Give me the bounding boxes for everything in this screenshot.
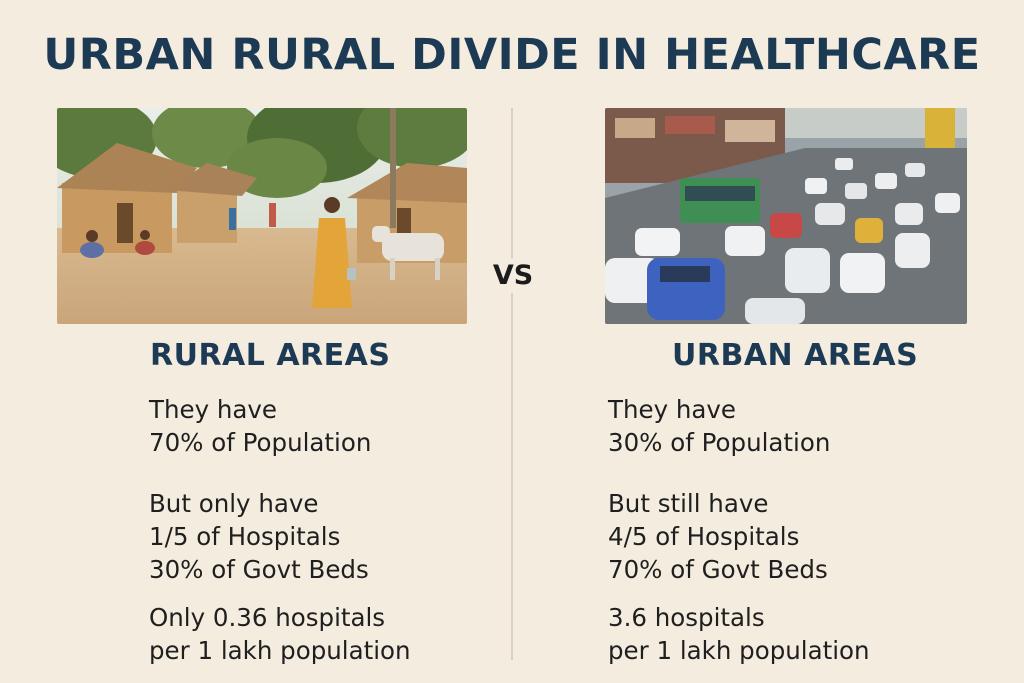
urban-line-population: 30% of Population <box>608 428 831 457</box>
rural-line-per-lakh: per 1 lakh population <box>149 636 411 665</box>
rural-line-hospitals-ratio: Only 0.36 hospitals <box>149 603 386 632</box>
vs-label: VS <box>490 258 536 293</box>
rural-line-but-only-have: But only have <box>149 489 319 518</box>
rural-line-they-have: They have <box>149 395 277 424</box>
urban-traffic-photo <box>605 108 967 324</box>
rural-village-photo <box>57 108 467 324</box>
urban-areas-heading: URBAN AREAS <box>672 338 919 373</box>
rural-line-population: 70% of Population <box>149 428 372 457</box>
rural-areas-heading: RURAL AREAS <box>150 338 391 373</box>
urban-line-hospitals-ratio: 3.6 hospitals <box>608 603 765 632</box>
urban-line-per-lakh: per 1 lakh population <box>608 636 870 665</box>
page-title: URBAN RURAL DIVIDE IN HEALTHCARE <box>43 30 981 80</box>
rural-line-govt-beds: 30% of Govt Beds <box>149 555 369 584</box>
urban-line-hospitals: 4/5 of Hospitals <box>608 522 800 551</box>
urban-line-govt-beds: 70% of Govt Beds <box>608 555 828 584</box>
center-divider <box>511 108 513 660</box>
urban-line-they-have: They have <box>608 395 736 424</box>
urban-line-but-still-have: But still have <box>608 489 769 518</box>
rural-line-hospitals: 1/5 of Hospitals <box>149 522 341 551</box>
